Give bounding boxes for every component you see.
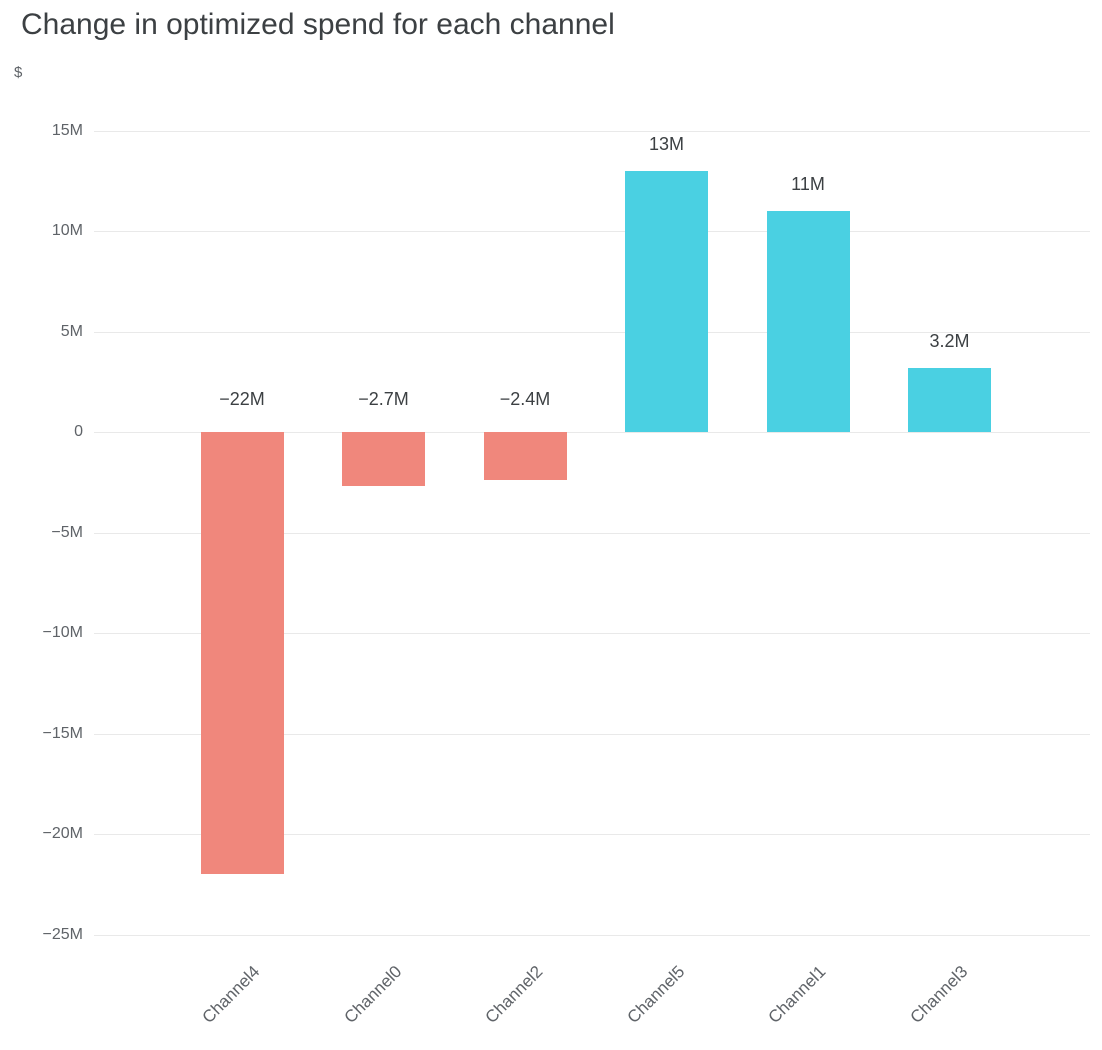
x-tick-label: Channel1 [764,962,830,1027]
x-tick-label: Channel3 [906,962,971,1027]
y-axis-unit-label: $ [14,64,23,81]
bar-value-label: −2.4M [499,389,551,409]
bar-value-label: 11M [791,173,825,194]
gridline [94,532,1090,534]
bar-channel5 [625,170,708,432]
bar-channel4 [200,432,284,875]
y-tick-label: 0 [74,423,83,440]
gridline [94,130,1090,132]
bar-value-label: −22M [219,389,265,409]
bar-channel0 [342,432,425,487]
x-tick-label: Channel5 [623,962,688,1027]
gridline [94,633,1090,634]
y-tick-label: −10M [42,624,83,641]
gridline [94,934,1090,936]
x-tick-label: Channel4 [198,962,264,1027]
bar-channel3 [908,367,991,432]
bar-value-label: 3.2M [929,330,970,351]
chart-title: Change in optimized spend for each chann… [21,8,615,41]
y-tick-label: −20M [42,825,83,842]
y-tick-label: −25M [42,925,83,943]
bar-channel2 [483,432,567,481]
bar-value-label: −2.7M [358,389,409,409]
gridline [94,331,1090,333]
y-tick-label: −5M [51,523,83,541]
bar-value-label: 13M [648,133,684,154]
x-tick-label: Channel0 [340,962,405,1027]
y-tick-label: 5M [60,322,83,340]
y-tick-label: 10M [51,222,83,239]
y-tick-label: −15M [42,724,83,742]
y-tick-label: 15M [51,121,83,139]
bar-channel1 [766,210,850,432]
x-tick-label: Channel2 [481,962,547,1027]
gridline [94,834,1090,835]
gridline [94,231,1090,232]
gridline [94,432,1090,433]
gridline [94,733,1090,735]
